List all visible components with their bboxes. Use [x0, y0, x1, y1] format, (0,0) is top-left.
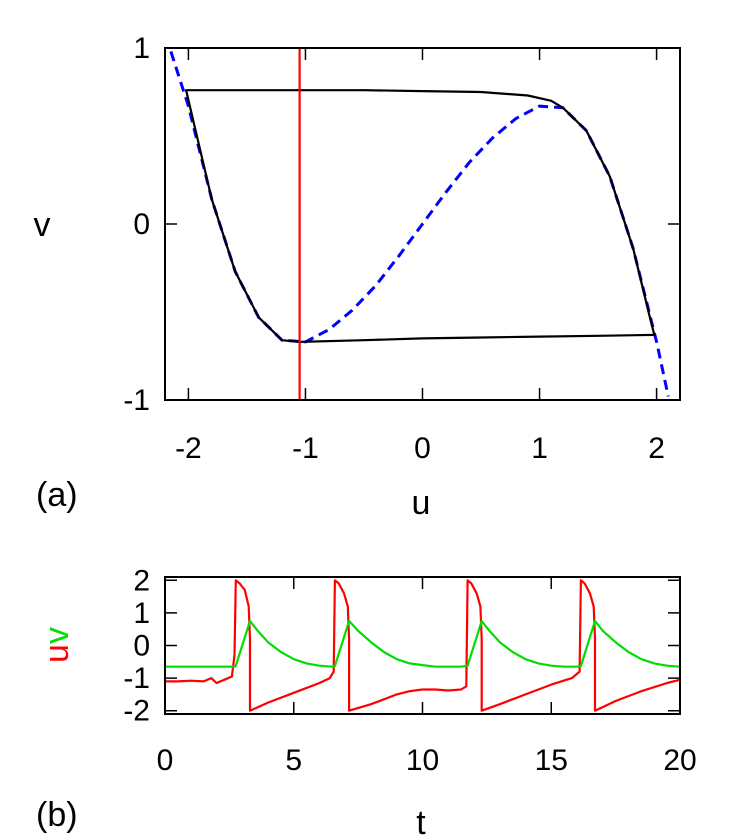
panel-label-b: (b) — [36, 796, 78, 834]
panel-label-a: (a) — [36, 476, 78, 514]
time-series-y-tick-label: 0 — [133, 630, 150, 663]
phase-plane-chart: -2 -1 0 1 2 -1 0 1 v u (a) — [34, 32, 681, 522]
time-series-y-tick-label: 2 — [133, 564, 150, 597]
phase-plane-x-tick-label: -1 — [292, 432, 319, 465]
time-series-series-v-line — [165, 619, 680, 668]
phase-plane-y-tick-label: 0 — [133, 208, 150, 241]
phase-plane-y-tick-label: 1 — [133, 32, 150, 65]
time-series-x-tick-label: 5 — [285, 744, 302, 777]
phase-plane-series-0-line — [169, 51, 670, 397]
phase-plane-x-axis-label: u — [412, 484, 431, 522]
phase-plane-x-tick-label: 0 — [414, 432, 431, 465]
time-series-x-tick-label: 15 — [535, 744, 568, 777]
phase-plane-x-tick-label: 2 — [648, 432, 665, 465]
phase-plane-x-tick-label: -2 — [175, 432, 202, 465]
time-series-x-tick-label: 20 — [663, 744, 696, 777]
phase-plane-x-tick-label: 1 — [531, 432, 548, 465]
y-label-u: u — [38, 644, 76, 663]
time-series-x-tick-label: 0 — [157, 744, 174, 777]
time-series-series-u-line — [165, 579, 680, 712]
y-label-v: v — [38, 627, 76, 644]
time-series-x-axis-label: t — [416, 804, 426, 840]
time-series-y-tick-label: 1 — [133, 597, 150, 630]
phase-plane-series-1-line — [185, 89, 656, 343]
time-series-y-axis-label: uv — [38, 627, 76, 663]
time-series-x-tick-label: 10 — [406, 744, 439, 777]
time-series-y-tick-label: -2 — [123, 695, 150, 728]
phase-plane-y-tick-label: -1 — [123, 384, 150, 417]
phase-plane-series-group — [169, 48, 670, 400]
time-series-y-tick-label: -1 — [123, 662, 150, 695]
svg-text:uv: uv — [38, 627, 76, 663]
phase-plane-y-axis-label: v — [34, 206, 51, 244]
phase-plane-ticks: -2 -1 0 1 2 -1 0 1 — [123, 32, 680, 465]
time-series-series-group — [165, 579, 680, 712]
